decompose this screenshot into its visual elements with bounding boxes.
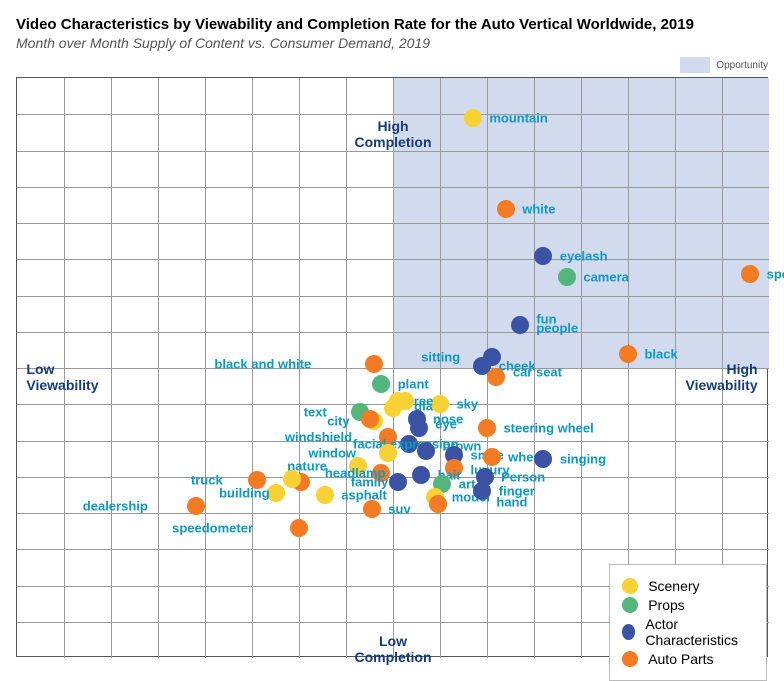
data-point-label: black and white: [214, 357, 311, 372]
data-point-label: truck: [191, 473, 223, 488]
data-point-label: sport: [767, 266, 784, 281]
data-point: [396, 392, 414, 410]
legend-dot: [622, 624, 635, 640]
data-point: [497, 200, 515, 218]
data-point-label: window: [308, 446, 356, 461]
data-point: [412, 466, 430, 484]
data-point: [316, 486, 334, 504]
opportunity-swatch: [680, 57, 710, 73]
data-point: [429, 495, 447, 513]
opportunity-key: Opportunity: [680, 57, 768, 73]
quadrant-label: LowViewability: [26, 361, 98, 393]
data-point: [349, 457, 367, 475]
data-point: [431, 395, 449, 413]
opportunity-label: Opportunity: [716, 60, 768, 71]
legend-item: Actor Characteristics: [622, 616, 752, 648]
legend-dot: [622, 651, 638, 667]
legend-label: Props: [648, 597, 685, 613]
data-point: [187, 497, 205, 515]
legend-item: Scenery: [622, 578, 752, 594]
data-point: [445, 459, 463, 477]
data-point: [511, 316, 529, 334]
data-point-label: windshield: [285, 429, 352, 444]
data-point: [534, 450, 552, 468]
chart-subtitle: Month over Month Supply of Content vs. C…: [16, 35, 768, 51]
chart-title: Video Characteristics by Viewability and…: [16, 16, 768, 33]
data-point: [478, 419, 496, 437]
legend-item: Auto Parts: [622, 651, 752, 667]
legend-label: Auto Parts: [648, 651, 713, 667]
data-point-label: finger: [499, 484, 535, 499]
data-point: [619, 345, 637, 363]
data-point: [365, 355, 383, 373]
data-point-label: plant: [398, 377, 429, 392]
data-point: [410, 419, 428, 437]
data-point: [248, 471, 266, 489]
legend-item: Props: [622, 597, 752, 613]
data-point-label: hand: [496, 495, 527, 510]
data-point: [741, 265, 759, 283]
legend-label: Scenery: [648, 578, 699, 594]
data-point: [283, 470, 301, 488]
data-point: [372, 375, 390, 393]
legend: Scenery Props Actor Characteristics Auto Pa…: [609, 564, 767, 681]
data-point: [483, 448, 501, 466]
data-point-label: singing: [560, 451, 606, 466]
data-point: [417, 442, 435, 460]
data-point-label: suv: [388, 502, 410, 517]
data-point: [361, 410, 379, 428]
data-point: [379, 444, 397, 462]
data-point-label: nose: [433, 411, 463, 426]
legend-dot: [622, 578, 638, 594]
scatter-chart: mountainwhiteeyelashcamerasportpeoplefun…: [16, 77, 768, 657]
data-point-label: building: [219, 486, 270, 501]
data-point: [473, 482, 491, 500]
legend-label: Actor Characteristics: [645, 616, 752, 648]
data-point: [487, 368, 505, 386]
data-point: [379, 428, 397, 446]
data-point-label: speedometer: [172, 520, 253, 535]
data-point-label: eye: [435, 417, 457, 432]
data-point: [363, 500, 381, 518]
data-point: [558, 268, 576, 286]
data-point-label: asphalt: [341, 487, 387, 502]
legend-dot: [622, 597, 638, 613]
data-point-label: text: [304, 404, 327, 419]
data-point-label: dealership: [83, 498, 148, 513]
data-point: [400, 435, 418, 453]
data-point: [534, 247, 552, 265]
data-point: [389, 473, 407, 491]
data-point: [267, 484, 285, 502]
data-point: [372, 464, 390, 482]
data-point: [464, 109, 482, 127]
data-point: [290, 519, 308, 537]
